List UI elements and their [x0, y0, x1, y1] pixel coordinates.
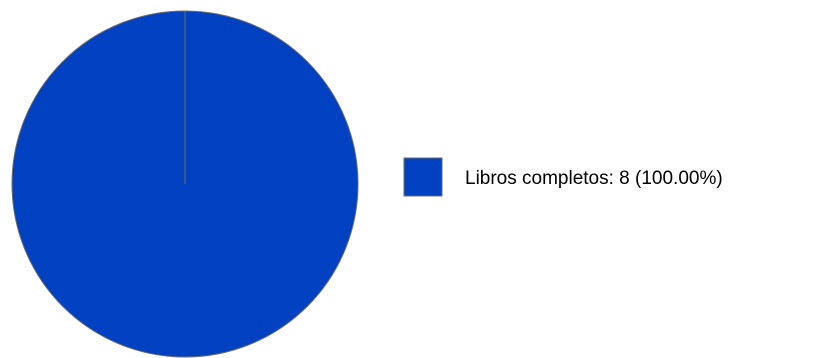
- legend-label-0: Libros completos: 8 (100.00%): [465, 168, 723, 189]
- legend: Libros completos: 8 (100.00%): [403, 157, 723, 197]
- legend-swatch-0: [403, 157, 443, 197]
- pie-slices: [11, 10, 359, 358]
